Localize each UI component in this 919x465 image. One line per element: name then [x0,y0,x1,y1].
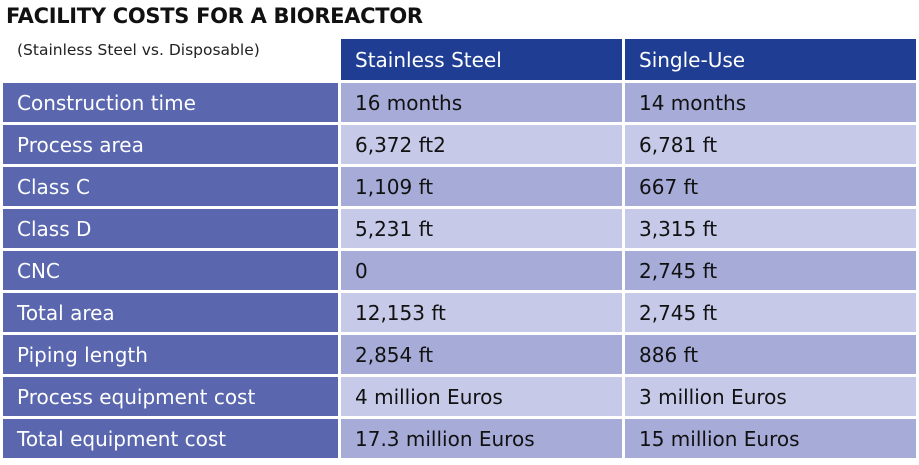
single-use-value: 6,781 ft [625,125,916,164]
table-row: Construction time 16 months 14 months [3,83,916,122]
stainless-value: 1,109 ft [341,167,622,206]
row-label: CNC [3,251,338,290]
row-label: Process equipment cost [3,377,338,416]
single-use-value: 886 ft [625,335,916,374]
single-use-value: 3,315 ft [625,209,916,248]
single-use-value: 14 months [625,83,916,122]
single-use-value: 2,745 ft [625,251,916,290]
table-row: Class D 5,231 ft 3,315 ft [3,209,916,248]
stainless-value: 4 million Euros [341,377,622,416]
stainless-value: 5,231 ft [341,209,622,248]
row-label: Class C [3,167,338,206]
stainless-value: 6,372 ft2 [341,125,622,164]
row-label: Class D [3,209,338,248]
stainless-value: 12,153 ft [341,293,622,332]
stainless-value: 0 [341,251,622,290]
facility-costs-table: (Stainless Steel vs. Disposable) Stainle… [0,36,919,461]
table-total-row: Total equipment cost 17.3 million Euros … [3,419,916,458]
table-header-row: (Stainless Steel vs. Disposable) Stainle… [3,39,916,80]
table-row: Class C 1,109 ft 667 ft [3,167,916,206]
stainless-value: 17.3 million Euros [341,419,622,458]
page-title: FACILITY COSTS FOR A BIOREACTOR [6,4,423,28]
single-use-value: 15 million Euros [625,419,916,458]
column-header-stainless-steel: Stainless Steel [341,39,622,80]
table-row: Process equipment cost 4 million Euros 3… [3,377,916,416]
table-row: Process area 6,372 ft2 6,781 ft [3,125,916,164]
stainless-value: 2,854 ft [341,335,622,374]
single-use-value: 3 million Euros [625,377,916,416]
row-label: Process area [3,125,338,164]
single-use-value: 2,745 ft [625,293,916,332]
table-row: Piping length 2,854 ft 886 ft [3,335,916,374]
single-use-value: 667 ft [625,167,916,206]
stainless-value: 16 months [341,83,622,122]
table-subtitle: (Stainless Steel vs. Disposable) [3,39,338,80]
row-label: Total equipment cost [3,419,338,458]
row-label: Construction time [3,83,338,122]
row-label: Total area [3,293,338,332]
column-header-single-use: Single-Use [625,39,916,80]
row-label: Piping length [3,335,338,374]
table-row: Total area 12,153 ft 2,745 ft [3,293,916,332]
table-row: CNC 0 2,745 ft [3,251,916,290]
